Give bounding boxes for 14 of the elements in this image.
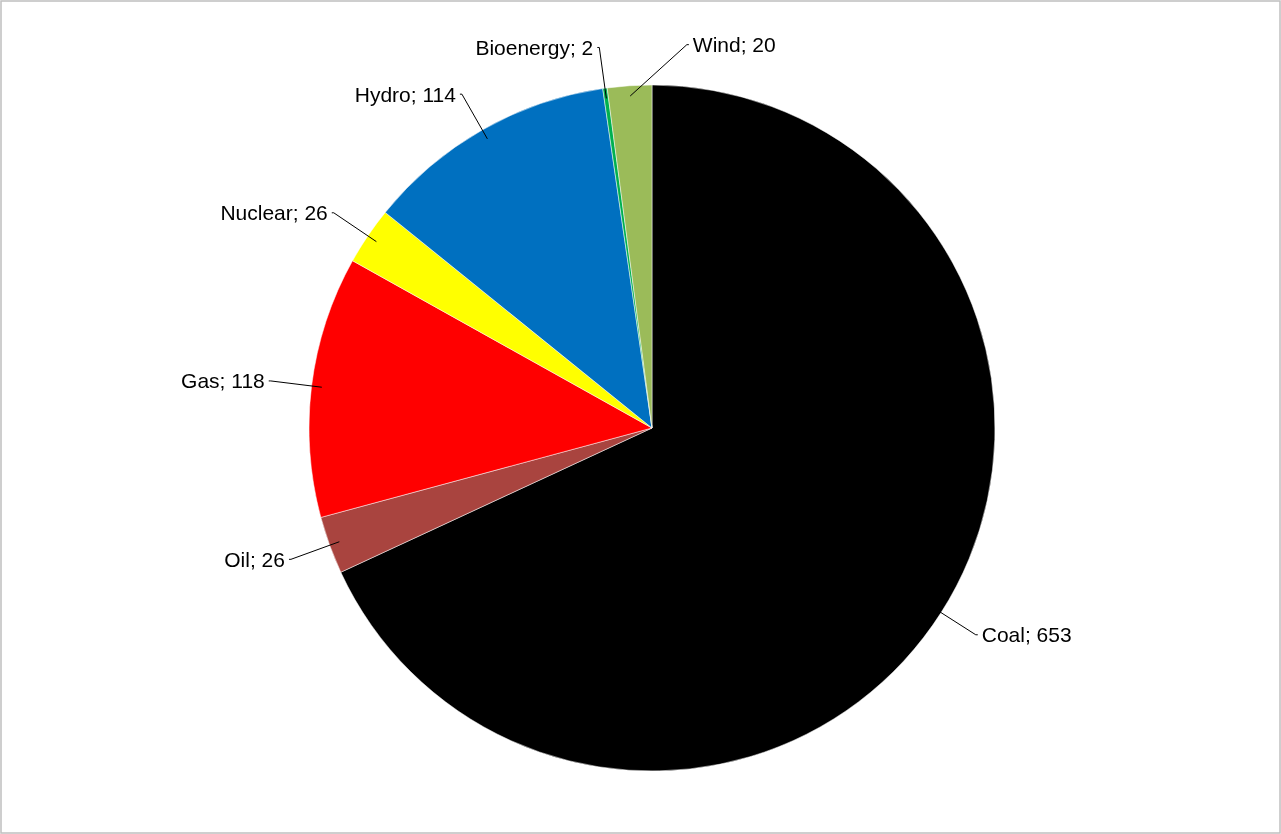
slice-label: Nuclear [220, 201, 293, 225]
data-label: ; 114 [410, 82, 457, 106]
data-label: ; 653 [1024, 623, 1072, 647]
slice-label: Gas [181, 369, 220, 393]
data-label: ; 26 [292, 201, 328, 225]
slice-label: Oil [224, 547, 250, 571]
data-label: ; 26 [249, 547, 285, 571]
slice-label: Coal [981, 623, 1025, 647]
slice-label: Hydro [354, 82, 411, 106]
slice-label: Bioenergy [475, 35, 571, 59]
data-label: ; 2 [569, 35, 594, 59]
data-label: ; 118 [219, 369, 265, 393]
data-label: ; 20 [740, 33, 776, 57]
slice-label: Wind [692, 33, 741, 57]
